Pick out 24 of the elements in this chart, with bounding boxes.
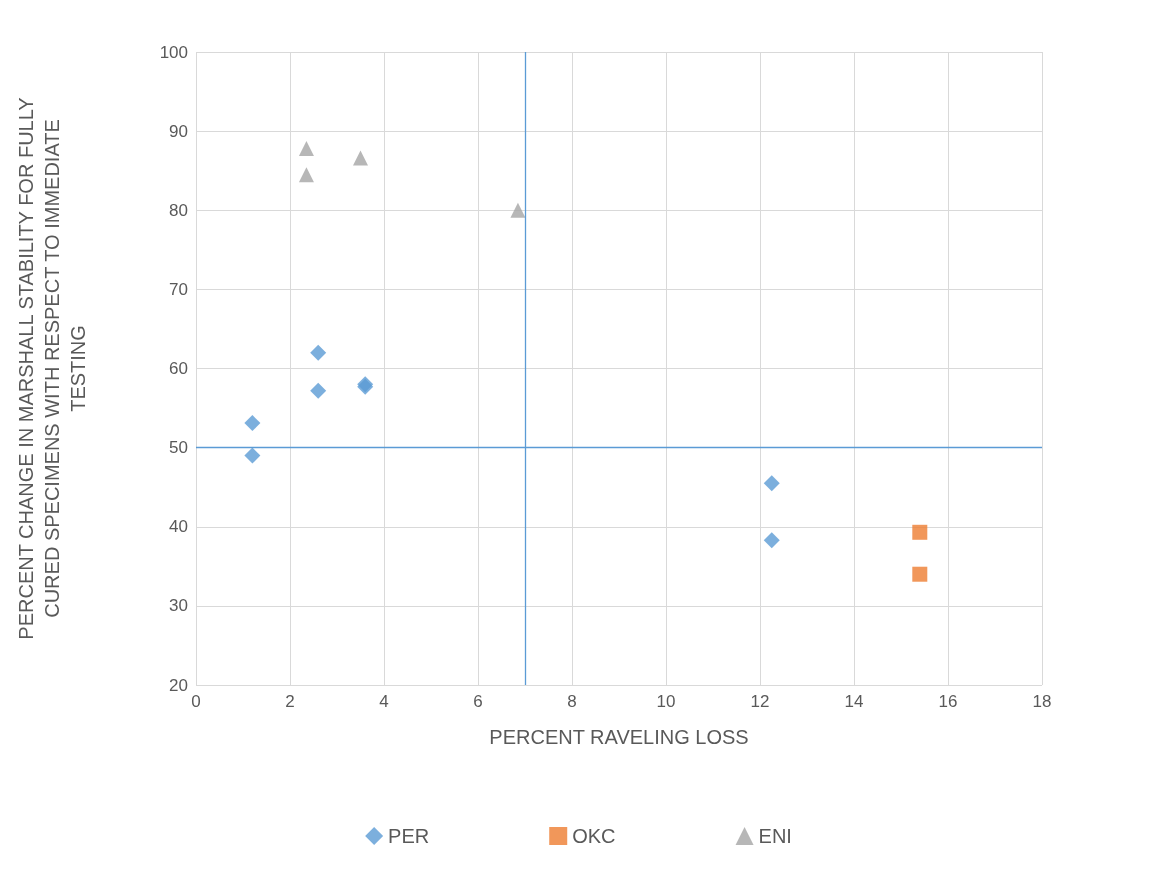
y-tick-label: 80 bbox=[169, 200, 188, 220]
x-tick-label: 16 bbox=[938, 692, 958, 711]
y-tick-label: 90 bbox=[169, 121, 188, 141]
x-axis-title: PERCENT RAVELING LOSS bbox=[489, 726, 749, 748]
x-tick-label: 10 bbox=[656, 692, 676, 711]
y-tick-label: 50 bbox=[169, 438, 188, 458]
x-tick-label: 18 bbox=[1032, 692, 1052, 711]
y-axis-title: PERCENT CHANGE IN MARSHALL STABILITY FOR FULLY CURED SPECIMENS WITH RESPECT TO IMMEDIATE TESTING bbox=[15, 97, 89, 640]
legend-label: PER bbox=[388, 825, 430, 847]
y-tick-label: 40 bbox=[169, 517, 188, 537]
legend-label: OKC bbox=[572, 825, 616, 847]
y-tick-label: 60 bbox=[169, 359, 188, 378]
y-tick-label: 70 bbox=[169, 279, 188, 299]
x-tick-label: 14 bbox=[844, 692, 864, 711]
x-tick-label: 0 bbox=[191, 692, 201, 711]
y-tick-label: 20 bbox=[169, 675, 188, 695]
y-tick-label: 100 bbox=[159, 42, 188, 62]
x-tick-label: 12 bbox=[750, 692, 770, 711]
legend-label: ENI bbox=[758, 825, 792, 847]
y-tick-label: 30 bbox=[169, 596, 188, 616]
x-tick-label: 2 bbox=[285, 692, 295, 711]
x-tick-label: 8 bbox=[567, 692, 577, 711]
x-tick-label: 6 bbox=[473, 692, 483, 711]
x-tick-label: 4 bbox=[379, 692, 389, 711]
